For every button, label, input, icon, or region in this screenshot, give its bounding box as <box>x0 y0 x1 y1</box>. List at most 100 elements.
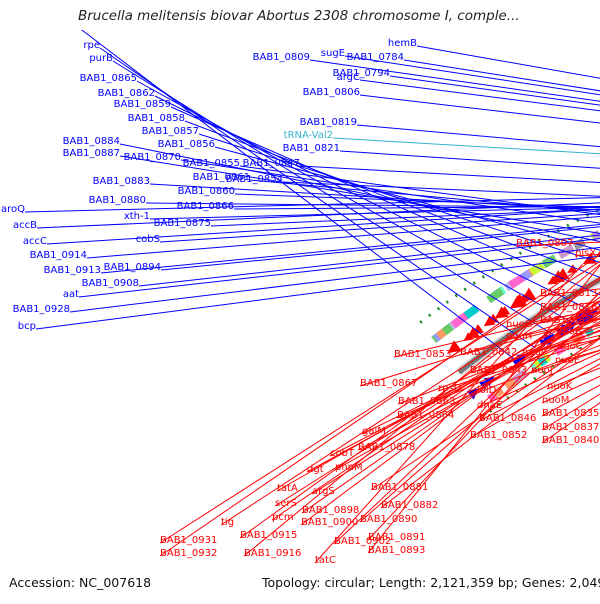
gene-label[interactable]: BAB1_0859 <box>114 99 171 110</box>
gene-label[interactable]: BAB1_0858 <box>128 113 185 124</box>
accession-number: Accession: NC_007618 <box>9 575 151 590</box>
gene-label[interactable]: tatA <box>277 483 298 494</box>
gene-label[interactable]: xth-1 <box>124 211 150 222</box>
gene-label[interactable]: nuoC <box>557 341 583 352</box>
gene-label[interactable]: BAB1_0870 <box>124 152 181 163</box>
gene-label[interactable]: BAB1_0878 <box>358 442 415 453</box>
gene-label[interactable]: tRNA-Val2 <box>284 130 333 141</box>
gene-label[interactable]: BAB1_0916 <box>244 548 301 559</box>
gene-label[interactable]: BAB1_0856 <box>158 139 215 150</box>
gene-label[interactable]: purB <box>89 53 113 64</box>
gene-label[interactable]: pcm <box>272 512 294 523</box>
gene-label[interactable]: plsX <box>575 248 596 259</box>
gene-label[interactable]: BAB1_0894 <box>104 262 161 273</box>
gene-label[interactable]: dnaE <box>477 400 502 411</box>
gene-label[interactable]: BAB1_0819 <box>300 117 357 128</box>
gene-label[interactable]: cobS <box>136 234 160 245</box>
gene-label[interactable]: BAB1_0835 <box>542 408 599 419</box>
gene-label[interactable]: BAB1_0816 <box>540 302 597 313</box>
gene-label[interactable]: BAB1_0891 <box>368 532 425 543</box>
leader-line <box>160 256 599 556</box>
gene-label[interactable]: cobT <box>330 448 355 459</box>
gene-label[interactable]: BAB1_0931 <box>160 535 217 546</box>
gene-label[interactable]: BAB1_0852 <box>470 430 527 441</box>
gene-label[interactable]: BAB1_0813 <box>540 288 597 299</box>
gene-label[interactable]: BAB1_0862 <box>98 88 155 99</box>
gene-label[interactable]: BAB1_0855 <box>183 158 240 169</box>
gene-label[interactable]: BAB1_0900 <box>301 517 358 528</box>
gene-label[interactable]: dgt <box>307 464 324 475</box>
gene-label[interactable]: BAB1_0807 <box>516 238 573 249</box>
gene-label[interactable]: BAB1_0883 <box>93 176 150 187</box>
gene-label[interactable]: BAB1_0809 <box>253 52 310 63</box>
gene-label[interactable]: nuoJ <box>531 365 553 376</box>
gene-label[interactable]: BAB1_0857 <box>142 126 199 137</box>
gene-label[interactable]: BAB1_0864 <box>397 410 454 421</box>
gene-label[interactable]: serS <box>275 498 297 509</box>
gene-label[interactable]: BAB1_0820 <box>540 315 597 326</box>
gene-label[interactable]: rpsD <box>438 383 462 394</box>
gene-label[interactable]: nuoG <box>506 319 533 330</box>
gene-label[interactable]: sugE <box>321 48 345 59</box>
gene-label[interactable]: BAB1_0854 <box>226 174 283 185</box>
leader-line <box>113 61 555 336</box>
gene-label[interactable]: BAB1_0840 <box>542 435 599 446</box>
gene-label[interactable]: BAB1_0898 <box>302 505 359 516</box>
gene-label[interactable]: BAB1_0806 <box>303 87 360 98</box>
gene-label[interactable]: aroQ <box>1 204 25 215</box>
gene-label[interactable]: galM <box>362 426 386 437</box>
gene-label[interactable]: BAB1_0843 <box>470 365 527 376</box>
gene-label[interactable]: accB <box>13 220 37 231</box>
label-leader-lines <box>25 21 600 563</box>
gene-label[interactable]: BAB1_0867 <box>360 378 417 389</box>
gene-label[interactable]: BAB1_0884 <box>63 136 120 147</box>
cog-band <box>444 327 451 332</box>
gene-label[interactable]: phnM <box>335 462 363 473</box>
gene-label[interactable]: BAB1_0847 <box>243 158 300 169</box>
gene-label[interactable]: BAB1_0881 <box>371 482 428 493</box>
gene-label[interactable]: accC <box>23 236 47 247</box>
gene-label[interactable]: hemB <box>388 38 417 49</box>
gene-label[interactable]: nuoM <box>542 395 569 406</box>
gene-label[interactable]: BAB1_0932 <box>160 548 217 559</box>
gene-label[interactable]: BAB1_0880 <box>89 195 146 206</box>
gene-label[interactable]: BAB1_0915 <box>240 530 297 541</box>
gene-label[interactable]: BAB1_0863 <box>398 396 455 407</box>
gene-label[interactable]: bcp <box>18 321 36 332</box>
gene-label[interactable]: nuoE <box>555 355 580 366</box>
gene-label[interactable]: BAB1_0893 <box>368 545 425 556</box>
gene-label[interactable]: BAB1_0794 <box>333 68 390 79</box>
genome-title: Brucella melitensis biovar Abortus 2308 … <box>78 8 528 24</box>
gene-label[interactable]: nuoK <box>547 381 573 392</box>
gene-label[interactable]: argS <box>312 486 335 497</box>
gene-label[interactable]: BAB1_0821 <box>283 143 340 154</box>
gene-label[interactable]: BAB1_0842 <box>460 347 517 358</box>
gene-label[interactable]: nuoI <box>522 347 544 358</box>
gene-label[interactable]: BAB1_0928 <box>13 304 70 315</box>
gene-label[interactable]: lolD <box>477 385 497 396</box>
gene-label[interactable]: nuoH <box>506 331 532 342</box>
gene-label[interactable]: nuoB <box>556 326 582 337</box>
gene-label[interactable]: BAB1_0846 <box>479 413 536 424</box>
gene-label[interactable]: tatC <box>315 555 336 566</box>
gene-label[interactable]: BAB1_0865 <box>80 73 137 84</box>
gene-label[interactable]: BAB1_0887 <box>63 148 120 159</box>
gene-label[interactable]: BAB1_0837 <box>542 422 599 433</box>
gene-label[interactable]: BAB1_0860 <box>178 186 235 197</box>
gene-label[interactable]: tig <box>221 517 234 528</box>
gene-label[interactable]: BAB1_0913 <box>44 265 101 276</box>
gene-label[interactable]: BAB1_0866 <box>177 201 234 212</box>
leader-line <box>390 76 600 202</box>
gene-label[interactable]: BAB1_0890 <box>360 514 417 525</box>
cog-band <box>464 308 477 317</box>
gene-label[interactable]: BAB1_0914 <box>30 250 87 261</box>
gene-label[interactable]: BAB1_0853 <box>394 349 451 360</box>
gene-label[interactable]: BAB1_0908 <box>82 278 139 289</box>
gene-label[interactable]: aat <box>63 289 79 300</box>
gene-label[interactable]: BAB1_0882 <box>381 500 438 511</box>
gene-label[interactable]: BAB1_0875 <box>154 218 211 229</box>
gene-label[interactable]: rpe <box>83 40 100 51</box>
gene-label[interactable]: BAB1_0784 <box>347 52 404 63</box>
